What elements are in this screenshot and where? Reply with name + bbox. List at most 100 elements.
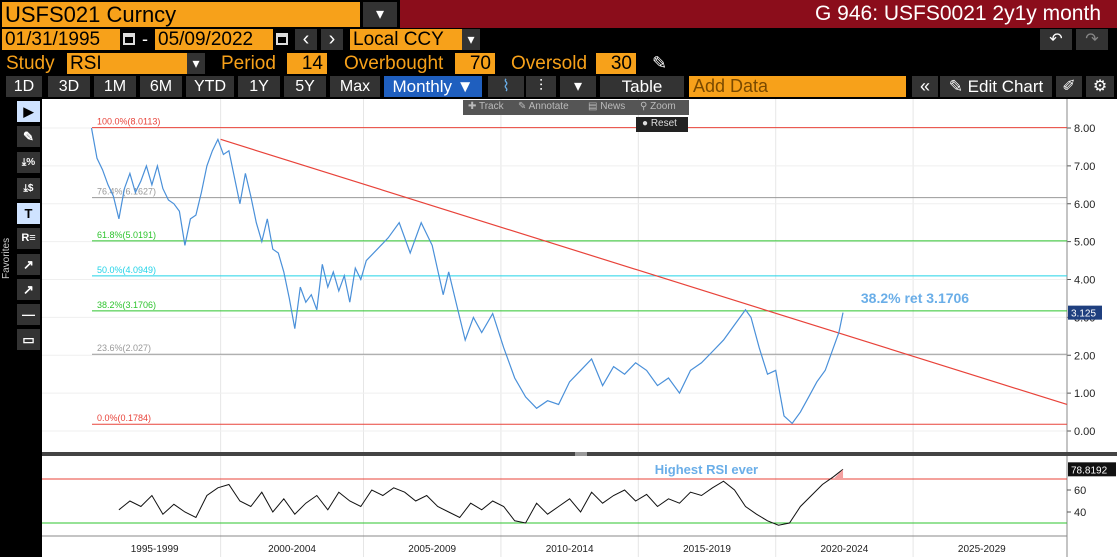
last-value-badge [1068,305,1102,320]
annotate-button[interactable]: ✎ Annotate [518,101,569,112]
ray-tool-icon[interactable]: ↗ [17,279,40,300]
x-period-label: 2025-2029 [958,544,1006,555]
panel-divider-handle [575,452,587,456]
fib-level-label: 0.0%(0.1784) [97,413,151,423]
rectangle-tool-icon[interactable]: ▭ [17,329,40,350]
study-dropdown-icon[interactable]: ▾ [187,53,205,74]
trendline [220,138,1068,406]
percent-measure-tool-icon[interactable]: ⤓% [17,152,40,173]
study-row: Study RSI ▾ Period 14 Overbought 70 Over… [0,53,1117,75]
main-y-tick-label: 0.00 [1074,426,1095,438]
x-period-label: 2015-2019 [683,544,731,555]
fib-level-label: 50.0%(4.0949) [97,265,156,275]
currency-field[interactable]: Local CCY [350,29,462,50]
x-period-label: 2000-2004 [268,544,316,555]
chart-background [42,99,1117,557]
price-measure-tool-icon[interactable]: ⤓$ [17,178,40,199]
range-5y-button[interactable]: 5Y [284,76,326,97]
chart-area[interactable]: 8.007.006.005.004.003.002.001.000.00100.… [42,99,1117,557]
main-y-tick-label: 7.00 [1074,161,1095,173]
period-field[interactable]: 14 [287,53,327,74]
table-button[interactable]: Table [600,76,684,97]
range-max-button[interactable]: Max [330,76,380,97]
trendline-tool-icon[interactable]: ↗ [17,254,40,275]
x-period-label: 1995-1999 [131,544,179,555]
bar-chart-icon[interactable]: ⫶ [526,76,556,97]
track-button[interactable]: ✚ Track [468,101,504,112]
fib-level-label: 76.4%(6.1627) [97,187,156,197]
chart-toolbar: 1D 3D 1M 6M YTD 1Y 5Y Max Monthly ▼ ⌇ ⫶ … [0,76,1117,98]
line-chart-icon[interactable]: ⌇ [488,76,524,97]
rsi-overbought-fill [833,469,844,479]
currency-dropdown-icon[interactable]: ▾ [462,29,480,50]
range-6m-button[interactable]: 6M [140,76,182,97]
range-1y-button[interactable]: 1Y [238,76,280,97]
date-separator: - [142,29,148,49]
next-period-button[interactable]: › [321,29,343,50]
prev-period-button[interactable]: ‹ [295,29,317,50]
range-ytd-button[interactable]: YTD [186,76,234,97]
main-y-tick-label: 2.00 [1074,350,1095,362]
x-period-label: 2005-2009 [408,544,456,555]
security-menu-button[interactable]: ▾ [363,2,397,27]
x-period-label: 2020-2024 [820,544,868,555]
text-tool-icon[interactable]: T [17,203,40,224]
date-range-row: 01/31/1995 - 05/09/2022 ‹ › Local CCY ▾ … [0,29,1117,51]
favorites-label: Favorites [1,237,12,279]
start-date-field[interactable]: 01/31/1995 [2,29,120,50]
oversold-label: Oversold [511,53,588,74]
price-series-line [90,127,844,425]
range-3d-button[interactable]: 3D [48,76,90,97]
main-y-tick-label: 4.00 [1074,275,1095,287]
chart-type-dropdown-icon[interactable]: ▾ [560,76,596,97]
x-period-label: 2010-2014 [546,544,594,555]
retracement-tool-icon[interactable]: R≡ [17,228,40,249]
start-calendar-icon[interactable] [123,33,135,45]
chart-svg[interactable]: 8.007.006.005.004.003.002.001.000.00100.… [42,99,1117,557]
range-1m-button[interactable]: 1M [94,76,136,97]
overbought-label: Overbought [344,53,444,74]
period-label: Period [221,53,276,74]
horizontal-line-tool-icon[interactable]: — [17,304,40,325]
rsi-annotation: Highest RSI ever [655,462,758,477]
rsi-last-value-label: 78.8192 [1071,465,1108,476]
pointer-tool-icon[interactable]: ▶ [17,101,40,122]
news-button[interactable]: ▤ News [588,101,626,112]
main-y-tick-label: 6.00 [1074,199,1095,211]
main-y-tick-label: 8.00 [1074,123,1095,135]
fib-level-label: 61.8%(5.0191) [97,230,156,240]
chart-floating-toolbar: ✚ Track ✎ Annotate ▤ News ⚲ Zoom [463,100,689,115]
drawing-tools-panel: ▶ ✎ ⤓% ⤓$ T R≡ ↗ ↗ — ▭ Favorites [0,99,42,557]
range-1d-button[interactable]: 1D [6,76,42,97]
security-ticker-field[interactable]: USFS021 Curncy [2,2,360,27]
draw-tool-icon[interactable]: ✎ [17,126,40,147]
fib-level-label: 23.6%(2.027) [97,343,151,353]
add-data-input[interactable]: Add Data [689,76,906,97]
last-value-label: 3.125 [1071,309,1096,320]
oversold-field[interactable]: 30 [596,53,636,74]
retracement-annotation: 38.2% ret 3.1706 [861,290,969,306]
frequency-dropdown[interactable]: Monthly ▼ [384,76,482,97]
redo-icon[interactable]: ↷ [1076,29,1108,50]
pencil-icon[interactable]: ✎ [652,53,668,73]
overbought-field[interactable]: 70 [455,53,495,74]
end-calendar-icon[interactable] [276,33,288,45]
zoom-button[interactable]: ⚲ Zoom [640,101,676,112]
study-field[interactable]: RSI [67,53,187,74]
undo-icon[interactable]: ↶ [1040,29,1072,50]
rsi-series-line [118,468,844,526]
end-date-field[interactable]: 05/09/2022 [155,29,273,50]
reset-button[interactable]: ● Reset [636,117,688,132]
edit-icon[interactable]: ✐ [1056,76,1082,97]
settings-icon[interactable]: ⚙ [1086,76,1114,97]
study-label: Study [6,53,55,74]
main-y-tick-label: 1.00 [1074,388,1095,400]
y-axis-background [1067,99,1117,557]
fib-level-label: 38.2%(3.1706) [97,300,156,310]
rsi-y-tick-label: 40 [1074,507,1086,519]
edit-chart-button[interactable]: ✎ Edit Chart [940,76,1052,97]
collapse-icon[interactable]: « [912,76,938,97]
header-row: USFS021 Curncy ▾ G 946: USFS0021 2y1y mo… [0,0,1117,28]
title-bar: G 946: USFS0021 2y1y month [400,0,1117,28]
page-title: G 946: USFS0021 2y1y month [815,2,1101,25]
